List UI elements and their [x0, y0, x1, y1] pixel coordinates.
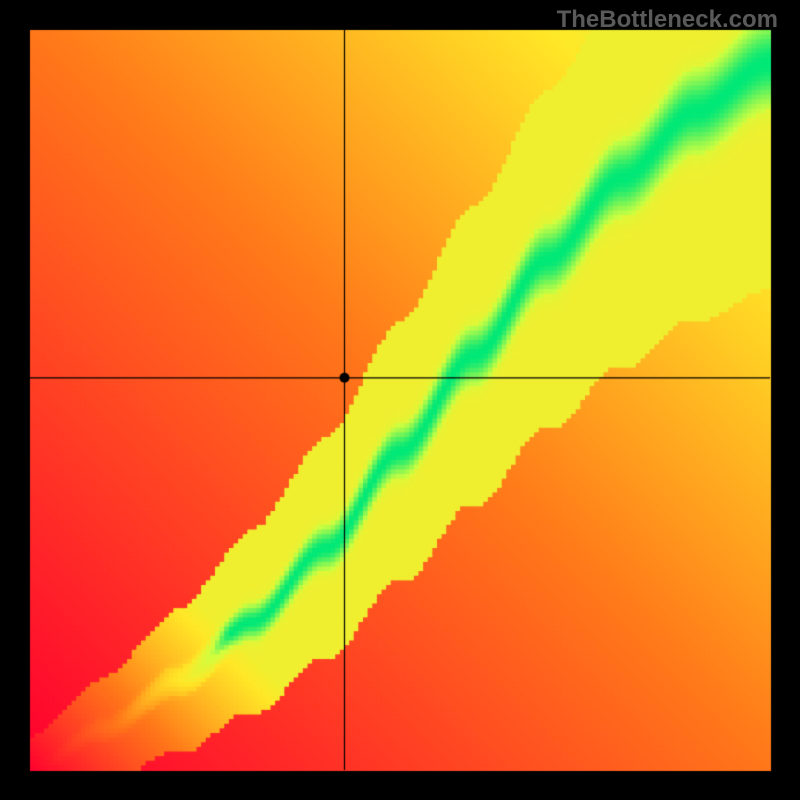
- bottleneck-heatmap: [0, 0, 800, 800]
- watermark-text: TheBottleneck.com: [557, 6, 778, 34]
- chart-container: TheBottleneck.com: [0, 0, 800, 800]
